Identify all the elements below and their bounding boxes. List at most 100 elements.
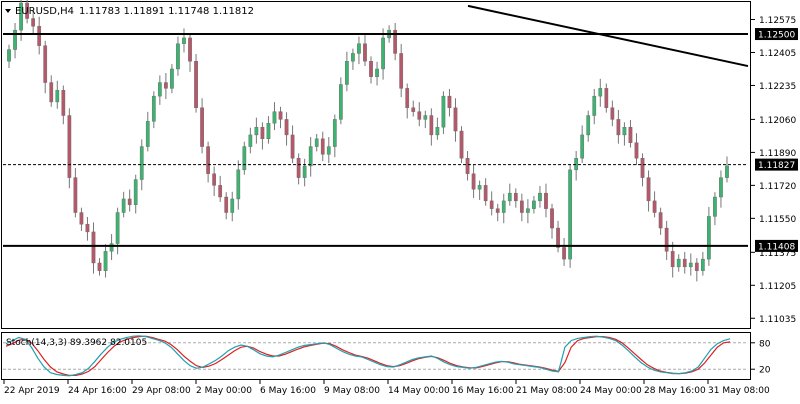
price-tick-label: 1.11890 bbox=[759, 149, 796, 159]
candle-body bbox=[399, 53, 404, 89]
candle-body bbox=[538, 192, 542, 202]
candle-body bbox=[284, 119, 289, 136]
indicator-panel-frame bbox=[1, 332, 751, 380]
time-tick-label: 29 Apr 08:00 bbox=[132, 386, 191, 396]
candle-body bbox=[592, 95, 597, 116]
ohlc-label: 1.11783 1.11891 1.11748 1.11812 bbox=[79, 6, 254, 17]
candle-body bbox=[429, 115, 434, 136]
candle-body bbox=[719, 177, 723, 198]
candle-body bbox=[188, 37, 192, 62]
candle-body bbox=[308, 146, 313, 167]
candle-body bbox=[230, 198, 235, 213]
candle-body bbox=[176, 43, 180, 70]
stoch-tick-label: 20 bbox=[759, 366, 771, 376]
candle-body bbox=[393, 29, 398, 54]
candle-body bbox=[526, 208, 530, 213]
candle-body bbox=[320, 138, 325, 155]
price-level-badge bbox=[755, 28, 798, 41]
candle-body bbox=[145, 121, 150, 147]
candle-body bbox=[622, 126, 627, 136]
candle-body bbox=[489, 200, 494, 209]
candle-body bbox=[417, 111, 422, 120]
candle-body bbox=[640, 158, 645, 178]
time-tick-label: 14 May 00:00 bbox=[388, 386, 450, 396]
price-tick-label: 1.12235 bbox=[759, 82, 796, 92]
candle-body bbox=[707, 216, 711, 260]
trend-line bbox=[467, 4, 749, 68]
candle-body bbox=[151, 95, 156, 122]
chart-menu-triangle-icon[interactable] bbox=[5, 9, 11, 13]
candle-body bbox=[266, 123, 271, 140]
candle-body bbox=[682, 258, 687, 268]
candle-body bbox=[13, 29, 17, 50]
candle-body bbox=[646, 177, 651, 202]
candle-body bbox=[405, 88, 410, 108]
levels-layer bbox=[3, 4, 749, 247]
price-level-badge-label: 1.11827 bbox=[758, 161, 795, 171]
stoch-main-line bbox=[5, 335, 731, 377]
candle-body bbox=[345, 61, 349, 85]
candle-body bbox=[447, 95, 452, 108]
candle-body bbox=[115, 212, 120, 244]
price-level-badge bbox=[755, 239, 798, 252]
candle-body bbox=[19, 2, 23, 31]
candle-body bbox=[725, 165, 729, 178]
candle-body bbox=[423, 115, 428, 120]
price-level-badge-label: 1.11408 bbox=[758, 242, 795, 252]
candle-body bbox=[61, 90, 66, 116]
time-axis: 22 Apr 2019 24 Apr 16:00 29 Apr 08:00 2 May… bbox=[3, 379, 770, 396]
candle-body bbox=[182, 37, 186, 44]
candle-body bbox=[7, 49, 11, 62]
candle-body bbox=[556, 227, 560, 248]
candle-body bbox=[121, 198, 126, 213]
candle-body bbox=[85, 223, 90, 233]
candle-body bbox=[164, 82, 168, 89]
candle-body bbox=[302, 165, 307, 178]
candle-body bbox=[495, 208, 500, 213]
candle-body bbox=[49, 82, 54, 103]
candle-body bbox=[79, 212, 84, 225]
time-tick-label: 2 May 00:00 bbox=[196, 386, 252, 396]
candle-body bbox=[224, 196, 229, 213]
price-level-badge-label: 1.12500 bbox=[758, 31, 795, 41]
candle-body bbox=[357, 43, 361, 54]
candle-body bbox=[242, 146, 247, 171]
candle-body bbox=[628, 126, 633, 143]
time-tick-label: 22 Apr 2019 bbox=[4, 386, 60, 396]
candle-body bbox=[73, 177, 78, 213]
stoch-tick-label: 80 bbox=[759, 339, 771, 349]
main-panel-frame bbox=[1, 1, 751, 329]
price-tick-label: 1.12575 bbox=[759, 16, 796, 26]
candle-body bbox=[580, 134, 585, 159]
candle-body bbox=[483, 185, 488, 202]
candle-body bbox=[700, 258, 705, 271]
candles-layer bbox=[7, 0, 729, 282]
candle-body bbox=[326, 146, 331, 155]
candle-body bbox=[694, 262, 699, 271]
candle-body bbox=[206, 146, 210, 174]
time-tick-label: 24 May 00:00 bbox=[580, 386, 642, 396]
candle-body bbox=[369, 61, 373, 77]
candle-body bbox=[477, 185, 482, 190]
candle-body bbox=[332, 119, 337, 147]
candle-body bbox=[562, 247, 566, 260]
symbol-label: EURUSD,H4 bbox=[15, 6, 74, 17]
candle-body bbox=[688, 262, 693, 268]
candle-body bbox=[127, 198, 132, 205]
candle-body bbox=[296, 158, 301, 178]
time-tick-label: 31 May 08:00 bbox=[708, 386, 770, 396]
candle-body bbox=[441, 95, 446, 128]
candle-body bbox=[212, 173, 217, 186]
candle-body bbox=[586, 115, 591, 136]
candle-body bbox=[278, 111, 283, 120]
price-tick-label: 1.12405 bbox=[759, 49, 796, 59]
candle-body bbox=[314, 138, 319, 147]
candle-body bbox=[713, 196, 717, 217]
price-axis: 1.12575 1.12405 1.12235 1.12060 1.11890 1.117… bbox=[751, 16, 798, 325]
price-tick-label: 1.11035 bbox=[759, 315, 796, 325]
time-tick-label: 6 May 16:00 bbox=[260, 386, 316, 396]
stochastic-panel: 80 20 bbox=[3, 335, 771, 377]
candle-body bbox=[290, 134, 295, 159]
